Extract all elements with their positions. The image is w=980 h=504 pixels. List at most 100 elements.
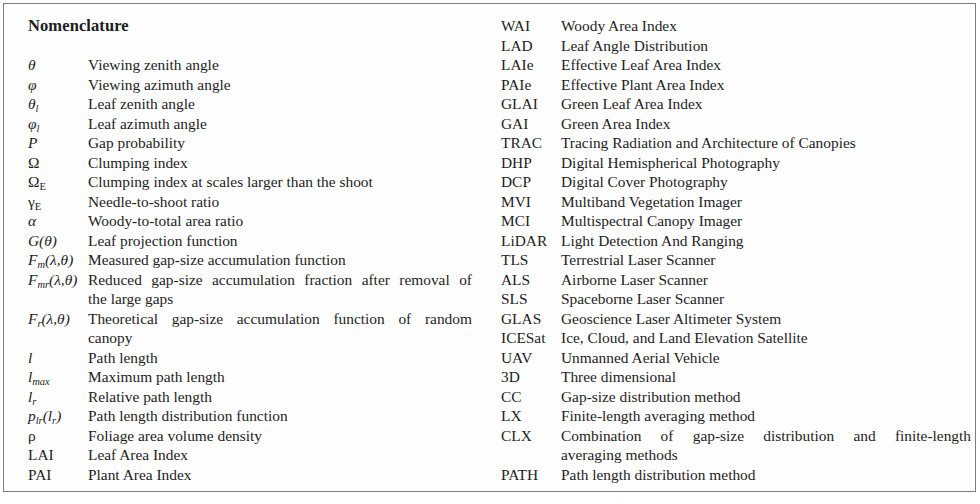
- symbol: θl: [28, 94, 88, 114]
- symbol: G(θ): [28, 231, 88, 251]
- definition-line: averaging methods: [561, 445, 971, 465]
- abbreviation: DHP: [501, 153, 561, 173]
- nomenclature-entry: ρFoliage area volume density: [28, 426, 472, 446]
- definition: Maximum path length: [88, 367, 472, 387]
- abbreviation: 3D: [501, 367, 561, 387]
- definition: Needle-to-shoot ratio: [88, 192, 472, 212]
- nomenclature-entry: GLAIGreen Leaf Area Index: [501, 94, 971, 114]
- symbol: P: [28, 133, 88, 153]
- nomenclature-entry: θViewing zenith angle: [28, 55, 472, 75]
- definition: Leaf zenith angle: [88, 94, 472, 114]
- definition: Multiband Vegetation Imager: [561, 192, 971, 212]
- definition: Plant Area Index: [88, 465, 472, 485]
- symbol: PAI: [28, 465, 88, 485]
- definition: Digital Hemispherical Photography: [561, 153, 971, 173]
- definition: Effective Leaf Area Index: [561, 55, 971, 75]
- nomenclature-entry: Fr(λ,θ)Theoretical gap-size accumulation…: [28, 309, 472, 348]
- definition: Path length distribution method: [561, 465, 971, 485]
- definition: Leaf Area Index: [88, 445, 472, 465]
- definition: Spaceborne Laser Scanner: [561, 289, 971, 309]
- nomenclature-entry: plr(lr)Path length distribution function: [28, 406, 472, 426]
- nomenclature-entry: WAIWoody Area Index: [501, 16, 971, 36]
- symbol: α: [28, 211, 88, 231]
- definition: Multispectral Canopy Imager: [561, 211, 971, 231]
- definition: Effective Plant Area Index: [561, 75, 971, 95]
- abbreviation: DCP: [501, 172, 561, 192]
- nomenclature-entry: θlLeaf zenith angle: [28, 94, 472, 114]
- nomenclature-entry: DCPDigital Cover Photography: [501, 172, 971, 192]
- nomenclature-entry: LXFinite-length averaging method: [501, 406, 971, 426]
- abbreviation: GLAS: [501, 309, 561, 329]
- nomenclature-entry: φViewing azimuth angle: [28, 75, 472, 95]
- nomenclature-entry: ΩClumping index: [28, 153, 472, 173]
- nomenclature-entry: TRACTracing Radiation and Architecture o…: [501, 133, 971, 153]
- nomenclature-entry: φlLeaf azimuth angle: [28, 114, 472, 134]
- nomenclature-entry: Fmr(λ,θ)Reduced gap-size accumulation fr…: [28, 270, 472, 309]
- definition: Viewing azimuth angle: [88, 75, 472, 95]
- nomenclature-entry: LAIeEffective Leaf Area Index: [501, 55, 971, 75]
- definition: Theoretical gap-size accumulation functi…: [88, 309, 472, 348]
- definition: Gap-size distribution method: [561, 387, 971, 407]
- nomenclature-entry: MCIMultispectral Canopy Imager: [501, 211, 971, 231]
- nomenclature-entry: LiDARLight Detection And Ranging: [501, 231, 971, 251]
- nomenclature-entry: lmaxMaximum path length: [28, 367, 472, 387]
- nomenclature-entry: PAIeEffective Plant Area Index: [501, 75, 971, 95]
- definition: Measured gap-size accumulation function: [88, 250, 472, 270]
- abbreviation: WAI: [501, 16, 561, 36]
- nomenclature-left-column: Nomenclature θViewing zenith angleφViewi…: [28, 16, 472, 484]
- definition-line: canopy: [88, 328, 472, 348]
- symbol: Ω: [28, 153, 88, 173]
- definition: Geoscience Laser Altimeter System: [561, 309, 971, 329]
- abbreviation: MVI: [501, 192, 561, 212]
- nomenclature-entry: LADLeaf Angle Distribution: [501, 36, 971, 56]
- definition: Light Detection And Ranging: [561, 231, 971, 251]
- definition: Tracing Radiation and Architecture of Ca…: [561, 133, 971, 153]
- nomenclature-entry: ΩEClumping index at scales larger than t…: [28, 172, 472, 192]
- abbreviation: TRAC: [501, 133, 561, 153]
- abbreviation: MCI: [501, 211, 561, 231]
- nomenclature-entry: GAIGreen Area Index: [501, 114, 971, 134]
- nomenclature-entry: γENeedle-to-shoot ratio: [28, 192, 472, 212]
- symbol: φ: [28, 75, 88, 95]
- nomenclature-entry: SLSSpaceborne Laser Scanner: [501, 289, 971, 309]
- symbol: ΩE: [28, 172, 88, 192]
- symbol: ρ: [28, 426, 88, 446]
- nomenclature-entry: G(θ)Leaf projection function: [28, 231, 472, 251]
- definition: Unmanned Aerial Vehicle: [561, 348, 971, 368]
- definition: Path length: [88, 348, 472, 368]
- abbreviation: LX: [501, 406, 561, 426]
- symbol: θ: [28, 55, 88, 75]
- symbol: l: [28, 348, 88, 368]
- abbreviation-list: WAIWoody Area IndexLADLeaf Angle Distrib…: [501, 16, 971, 484]
- definition: Terrestrial Laser Scanner: [561, 250, 971, 270]
- nomenclature-entry: PAIPlant Area Index: [28, 465, 472, 485]
- definition: Green Leaf Area Index: [561, 94, 971, 114]
- nomenclature-title: Nomenclature: [28, 16, 472, 36]
- abbreviation: CC: [501, 387, 561, 407]
- nomenclature-entry: PATHPath length distribution method: [501, 465, 971, 485]
- nomenclature-entry: DHPDigital Hemispherical Photography: [501, 153, 971, 173]
- definition: Three dimensional: [561, 367, 971, 387]
- abbreviation: PATH: [501, 465, 561, 485]
- definition: Path length distribution function: [88, 406, 472, 426]
- definition-line: the large gaps: [88, 289, 472, 309]
- symbol: γE: [28, 192, 88, 212]
- symbol: φl: [28, 114, 88, 134]
- definition: Relative path length: [88, 387, 472, 407]
- symbol: plr(lr): [28, 406, 88, 426]
- definition: Finite-length averaging method: [561, 406, 971, 426]
- definition: Clumping index at scales larger than the…: [88, 172, 472, 192]
- definition: Leaf projection function: [88, 231, 472, 251]
- abbreviation: ALS: [501, 270, 561, 290]
- nomenclature-entry: TLSTerrestrial Laser Scanner: [501, 250, 971, 270]
- nomenclature-entry: αWoody-to-total area ratio: [28, 211, 472, 231]
- nomenclature-entry: LAILeaf Area Index: [28, 445, 472, 465]
- abbreviation: ICESat: [501, 328, 561, 348]
- definition: Ice, Cloud, and Land Elevation Satellite: [561, 328, 971, 348]
- abbreviation: CLX: [501, 426, 561, 446]
- definition: Airborne Laser Scanner: [561, 270, 971, 290]
- definition-line: Theoretical gap-size accumulation functi…: [88, 309, 472, 329]
- definition-line: Combination of gap-size distribution and…: [561, 426, 971, 446]
- definition: Green Area Index: [561, 114, 971, 134]
- definition: Clumping index: [88, 153, 472, 173]
